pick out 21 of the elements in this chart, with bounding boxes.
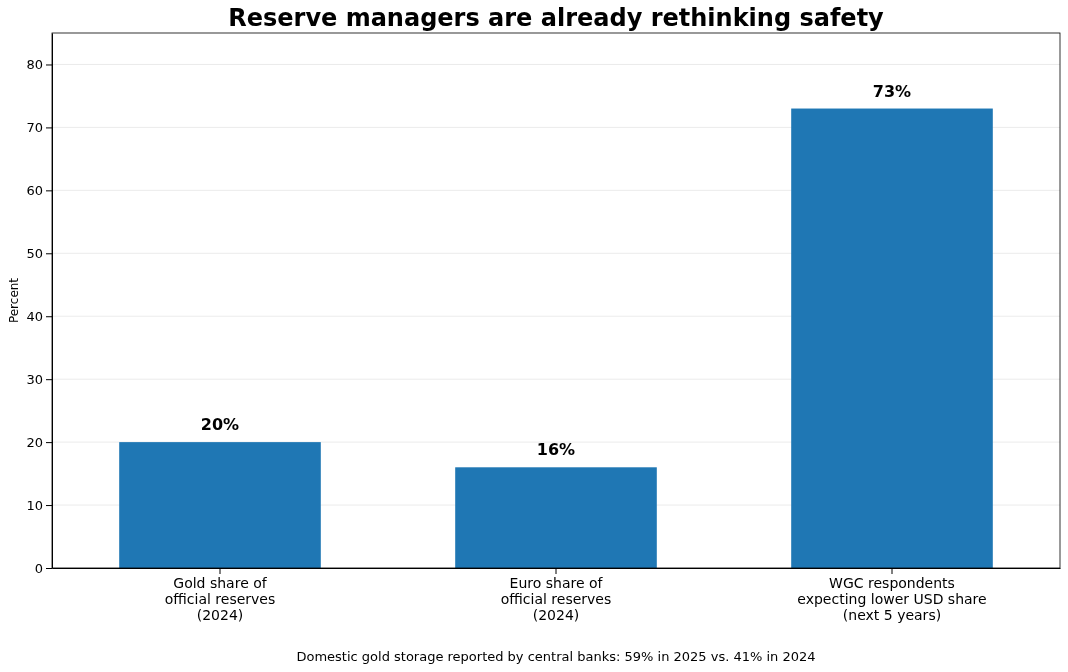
y-tick-label: 0 [34, 560, 43, 576]
data-label: 16% [536, 440, 576, 460]
x-tick-label: Gold share of official reserves (2024) [164, 575, 276, 623]
y-tick-label: 70 [26, 120, 43, 136]
data-label: 73% [872, 81, 912, 101]
y-tick-label: 10 [26, 497, 43, 513]
y-tick-label: 40 [26, 308, 43, 324]
y-tick-label: 20 [26, 434, 43, 450]
x-tick-label: WGC respondents expecting lower USD share (next 5 years) [797, 575, 987, 623]
y-tick-label: 50 [26, 245, 43, 261]
x-tick-label: Euro share of official reserves (2024) [500, 575, 612, 623]
chart-title: Reserve managers are already rethinking safety [228, 4, 885, 32]
data-label: 20% [200, 415, 240, 435]
bar [791, 108, 993, 568]
y-axis-title: Percent [7, 277, 21, 324]
bar [119, 442, 321, 568]
y-tick-label: 30 [26, 371, 43, 387]
y-tick-label: 80 [26, 57, 43, 73]
y-tick-label: 60 [26, 183, 43, 199]
bar [455, 467, 657, 568]
text: Domestic gold storage reported by central banks: 59% in 2025 vs. 41% in 2024 [296, 649, 816, 664]
